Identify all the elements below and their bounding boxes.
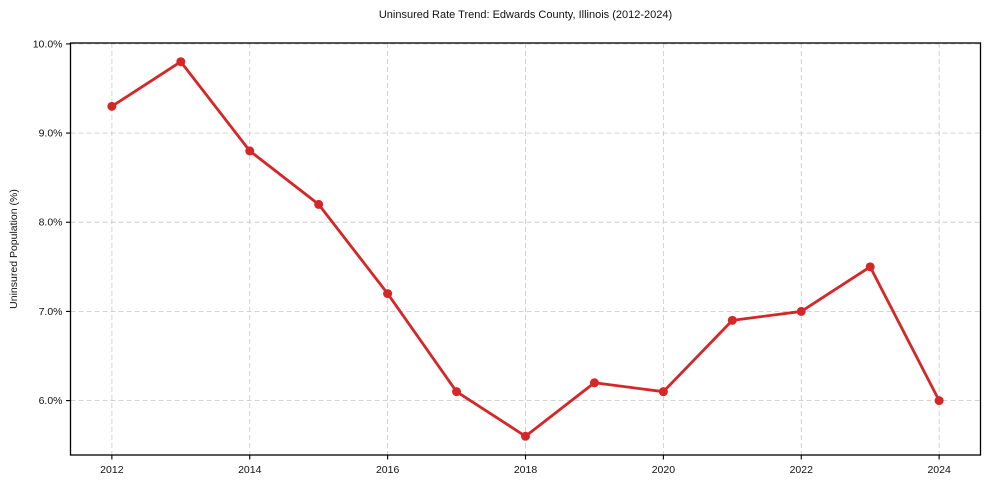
data-point-marker bbox=[865, 262, 875, 272]
data-point-marker bbox=[589, 378, 599, 388]
y-tick-label: 6.0% bbox=[39, 395, 63, 407]
data-point-marker bbox=[107, 101, 117, 111]
x-tick-label: 2018 bbox=[514, 464, 538, 476]
x-tick-label: 2024 bbox=[927, 464, 951, 476]
y-tick-label: 8.0% bbox=[39, 217, 63, 229]
data-point-marker bbox=[934, 396, 944, 406]
x-tick-label: 2014 bbox=[238, 464, 262, 476]
y-tick-label: 10.0% bbox=[33, 38, 63, 50]
chart-title: Uninsured Rate Trend: Edwards County, Il… bbox=[378, 9, 673, 21]
data-point-marker bbox=[314, 199, 324, 209]
y-tick-label: 9.0% bbox=[39, 128, 63, 140]
plot-border bbox=[69, 42, 982, 456]
data-point-marker bbox=[521, 431, 530, 441]
data-point-marker bbox=[452, 387, 462, 397]
data-point-marker bbox=[176, 57, 186, 67]
data-point-marker bbox=[796, 306, 806, 316]
data-point-marker bbox=[658, 387, 668, 397]
data-point-marker bbox=[383, 289, 393, 299]
x-tick-label: 2020 bbox=[652, 464, 676, 476]
x-tick-label: 2022 bbox=[790, 464, 814, 476]
x-tick-label: 2016 bbox=[376, 464, 400, 476]
y-tick-label: 7.0% bbox=[39, 306, 63, 318]
data-point-marker bbox=[245, 146, 255, 156]
x-tick-label: 2012 bbox=[100, 464, 124, 476]
data-point-marker bbox=[727, 315, 737, 325]
